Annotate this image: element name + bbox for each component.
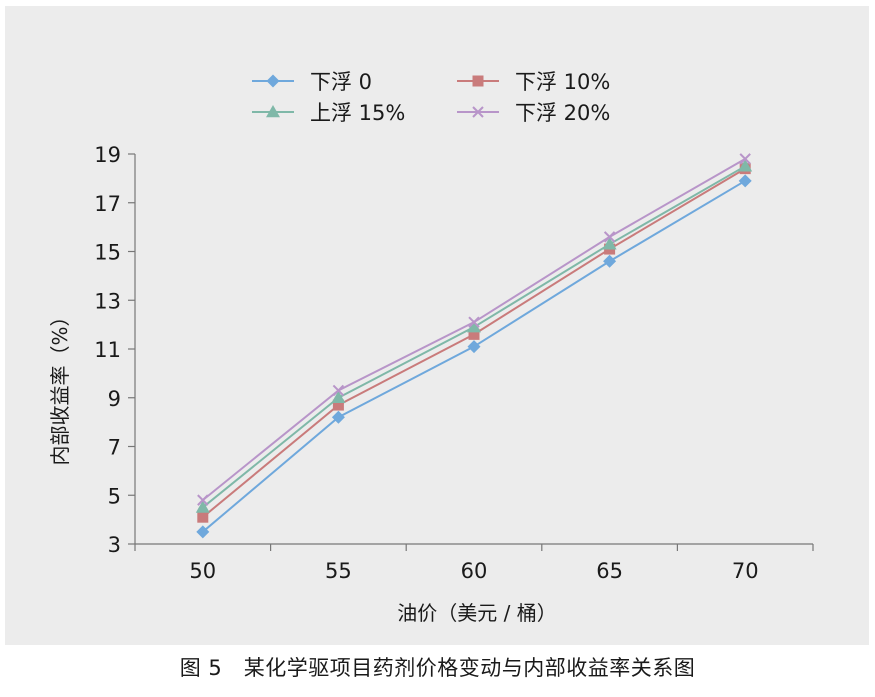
series-4: [197, 153, 751, 506]
legend-label: 上浮 15%: [310, 101, 405, 125]
legend-label: 下浮 20%: [515, 101, 610, 125]
line-chart: 下浮 0 下浮 10% 上浮 15% 下浮 20% 3 5 7 9 11 13 15 17 19 50 5…: [48, 70, 814, 625]
series-1: [196, 174, 752, 539]
axes: 3 5 7 9 11 13 15 17 19 50 55 60 65 70: [94, 143, 814, 583]
data-point: [331, 390, 346, 403]
y-tick-label: 9: [108, 387, 121, 411]
data-point: [195, 500, 210, 513]
series-layer: [195, 153, 753, 539]
series-line: [202, 179, 746, 533]
legend-item: 下浮 20%: [457, 101, 610, 125]
y-tick-label: 17: [94, 192, 121, 216]
legend-label: 下浮 10%: [515, 70, 610, 94]
legend-marker: [472, 106, 484, 118]
y-tick-label: 5: [108, 484, 121, 508]
figure-caption: 图 5 某化学驱项目药剂价格变动与内部收益率关系图: [179, 656, 696, 680]
y-tick-label: 3: [108, 533, 121, 557]
x-tick-label: 70: [732, 559, 759, 583]
legend-item: 下浮 10%: [457, 70, 610, 94]
data-point: [197, 511, 209, 523]
legend-label: 下浮 0: [310, 70, 372, 94]
data-point: [468, 328, 480, 340]
data-point: [468, 316, 480, 328]
legend: 下浮 0 下浮 10% 上浮 15% 下浮 20%: [252, 70, 610, 125]
y-tick-label: 7: [108, 436, 121, 460]
x-tick-label: 55: [325, 559, 352, 583]
data-point: [739, 153, 751, 165]
series-3: [195, 159, 753, 513]
legend-marker: [266, 105, 280, 118]
x-tick-label: 50: [189, 559, 216, 583]
data-point: [738, 174, 752, 188]
legend-marker: [472, 75, 484, 87]
data-point: [332, 384, 345, 397]
x-axis-label: 油价（美元 / 桶）: [397, 601, 556, 625]
data-point: [603, 254, 617, 268]
data-point: [603, 231, 616, 243]
data-point: [738, 159, 753, 172]
y-tick-label: 15: [94, 241, 121, 265]
x-tick-label: 65: [596, 559, 623, 583]
x-tick-label: 60: [461, 559, 488, 583]
y-axis-label: 内部收益率（%）: [48, 306, 72, 465]
chart-panel: 下浮 0 下浮 10% 上浮 15% 下浮 20% 3 5 7 9 11 13 15 17 19 50 5…: [5, 6, 869, 645]
y-tick-label: 13: [94, 289, 121, 313]
data-point: [331, 410, 345, 424]
legend-item: 上浮 15%: [252, 101, 405, 125]
y-tick-label: 11: [94, 338, 121, 362]
data-point: [197, 494, 209, 506]
legend-item: 下浮 0: [252, 70, 372, 94]
legend-marker: [266, 74, 280, 88]
data-point: [467, 320, 481, 333]
data-point: [196, 525, 210, 539]
y-tick-label: 19: [94, 143, 121, 167]
data-point: [467, 340, 481, 354]
data-point: [332, 399, 344, 411]
data-point: [602, 237, 617, 250]
